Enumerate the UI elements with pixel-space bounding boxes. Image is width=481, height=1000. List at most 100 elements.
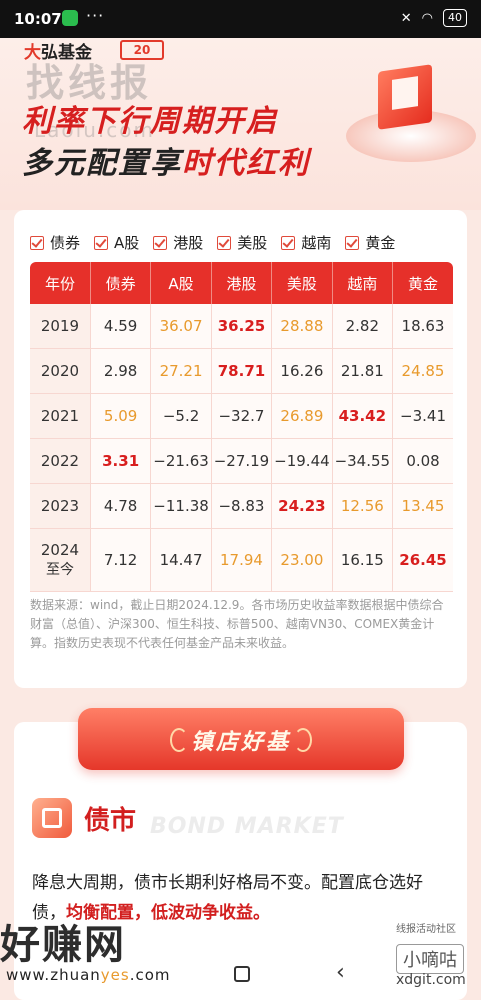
- returns-card: 债券 A股 港股 美股 越南 黄金 年份 债券 A股 港股 美股 越南 黄金 2…: [14, 210, 467, 688]
- year-label: 2021: [40, 407, 80, 425]
- year-label: 2024: [40, 541, 80, 559]
- logo-text: 弘基金: [41, 43, 92, 63]
- table-row: 2020 2.98 27.21 78.71 16.26 21.81 24.85: [30, 348, 453, 394]
- bond-market-title: 债市: [84, 806, 137, 836]
- return-cell: 2.98: [90, 348, 152, 394]
- return-cell: −27.19: [211, 438, 273, 484]
- return-cell: 27.21: [150, 348, 212, 394]
- data-source-note: 数据来源：wind，截止日期2024.12.9。各市场历史收益率数据根据中债综合…: [30, 598, 444, 650]
- year-cell: 2020: [30, 348, 91, 394]
- filter-a-share[interactable]: A股: [94, 232, 139, 253]
- year-cell: 2021: [30, 393, 91, 439]
- returns-table: 年份 债券 A股 港股 美股 越南 黄金 2019 4.59 36.07 36.25 2…: [30, 262, 453, 592]
- filter-gold[interactable]: 黄金: [345, 232, 395, 253]
- table-row: 2023 4.78 −11.38 −8.83 24.23 12.56 13.45: [30, 483, 453, 529]
- return-cell: 24.23: [271, 483, 333, 529]
- header-gold: 黄金: [392, 262, 453, 304]
- return-cell: −21.63: [150, 438, 212, 484]
- return-cell: −3.41: [392, 393, 453, 439]
- header-year: 年份: [30, 262, 91, 304]
- year-label: 2019: [40, 317, 80, 335]
- wifi-icon: ◠: [421, 10, 433, 26]
- battery-icon: 40: [443, 9, 467, 27]
- year-cell: 2023: [30, 483, 91, 529]
- return-cell: 7.12: [90, 528, 152, 592]
- return-cell: −8.83: [211, 483, 273, 529]
- return-cell: 16.26: [271, 348, 333, 394]
- watermark-bottom-left: 好赚网: [0, 922, 126, 968]
- return-cell: 23.00: [271, 528, 333, 592]
- return-cell: 78.71: [211, 348, 273, 394]
- return-cell: 28.88: [271, 304, 333, 349]
- status-bar: 10:07 ··· ✕ ◠ 40: [0, 0, 481, 38]
- return-cell: −11.38: [150, 483, 212, 529]
- header-us-stock: 美股: [271, 262, 333, 304]
- return-cell: 36.25: [211, 304, 273, 349]
- bond-text-highlight: 均衡配置，低波动争收益。: [66, 903, 270, 923]
- status-icons: ✕ ◠ 40: [401, 9, 467, 27]
- year-cell: 2019: [30, 304, 91, 349]
- laurel-right-icon: [294, 728, 312, 752]
- header-vietnam: 越南: [332, 262, 394, 304]
- logo-red-char: 大: [24, 43, 41, 63]
- checkbox-icon[interactable]: [217, 235, 232, 250]
- checkbox-icon[interactable]: [153, 235, 168, 250]
- checkbox-icon[interactable]: [30, 235, 44, 250]
- watermark-bottom-right-url: xdgit.com: [396, 972, 466, 988]
- return-cell: 18.63: [392, 304, 453, 349]
- year-label: 2020: [40, 362, 80, 380]
- return-cell: 16.15: [332, 528, 394, 592]
- headline-line1: 利率下行周期开启: [22, 104, 278, 139]
- year-label-sub: 至今: [45, 562, 74, 578]
- bond-market-en-title: BOND MARKET: [150, 814, 344, 839]
- filter-us-stock[interactable]: 美股: [217, 232, 267, 253]
- watermark-top: 找线报: [26, 61, 153, 105]
- filter-bond[interactable]: 债券: [30, 232, 80, 253]
- return-cell: 26.45: [392, 528, 453, 592]
- headline-line2: 多元配置享时代红利: [22, 138, 310, 182]
- year-cell: 2024 至今: [30, 528, 91, 592]
- year-label: 2023: [40, 497, 80, 515]
- back-nav-icon[interactable]: ‹: [336, 960, 345, 985]
- year-label: 2022: [40, 452, 80, 470]
- return-cell: −32.7: [211, 393, 273, 439]
- return-cell: 2.82: [332, 304, 394, 349]
- checkbox-icon[interactable]: [281, 235, 296, 250]
- home-nav-icon[interactable]: [234, 966, 250, 982]
- return-cell: 4.59: [90, 304, 152, 349]
- decor-cube-inner-icon: [392, 76, 418, 110]
- return-cell: 0.08: [392, 438, 453, 484]
- return-cell: 5.09: [90, 393, 152, 439]
- return-cell: 36.07: [150, 304, 212, 349]
- featured-fund-title: 镇店好基: [190, 730, 291, 755]
- header-bond: 债券: [90, 262, 152, 304]
- return-cell: 4.78: [90, 483, 152, 529]
- checkbox-icon[interactable]: [94, 235, 109, 250]
- bond-text-plain: 降息大周期，债市长期利好格局不变。配置底仓选好债，: [32, 873, 423, 923]
- more-dots-icon: ···: [86, 6, 105, 25]
- table-row: 2022 3.31 −21.63 −27.19 −19.44 −34.55 0.08: [30, 438, 453, 484]
- bond-market-icon: [32, 798, 72, 838]
- headline-line2-red: 时代红利: [182, 146, 310, 181]
- return-cell: 26.89: [271, 393, 333, 439]
- status-time: 10:07: [14, 10, 62, 28]
- header-hk-stock: 港股: [211, 262, 273, 304]
- year-cell: 2022: [30, 438, 91, 484]
- system-nav-bar: ‹: [0, 944, 481, 1000]
- return-cell: 14.47: [150, 528, 212, 592]
- return-cell: −5.2: [150, 393, 212, 439]
- brand-logo: 大弘基金: [24, 38, 92, 63]
- watermark-top-url: Laolu.com: [34, 118, 155, 142]
- checkbox-icon[interactable]: [345, 235, 360, 250]
- return-cell: 12.56: [332, 483, 394, 529]
- return-cell: −19.44: [271, 438, 333, 484]
- anniversary-badge: 20: [120, 40, 164, 60]
- filter-hk-stock[interactable]: 港股: [153, 232, 203, 253]
- return-cell: −34.55: [332, 438, 394, 484]
- return-cell: 43.42: [332, 393, 394, 439]
- featured-fund-banner: 镇店好基: [78, 708, 404, 770]
- watermark-bottom-right-small: 线报活动社区: [396, 924, 456, 935]
- filter-vietnam[interactable]: 越南: [281, 232, 331, 253]
- bond-market-text: 降息大周期，债市长期利好格局不变。配置底仓选好债，均衡配置，低波动争收益。: [32, 868, 452, 928]
- table-header-row: 年份 债券 A股 港股 美股 越南 黄金: [30, 262, 453, 304]
